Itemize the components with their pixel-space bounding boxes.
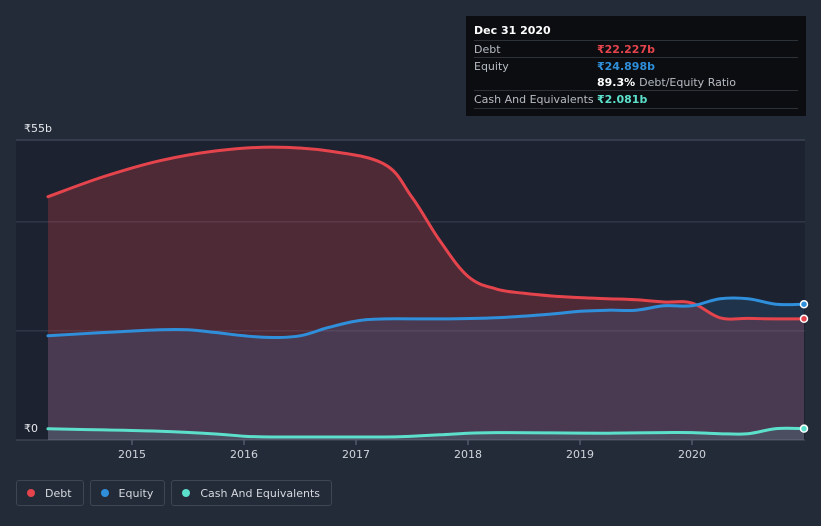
debt-endpoint — [799, 314, 809, 324]
tooltip-panel: Dec 31 2020 Debt ₹22.227b Equity ₹24.898… — [466, 16, 806, 116]
equity-area — [48, 297, 804, 440]
y-max-label: ₹55b — [24, 122, 52, 135]
x-tick-label: 2020 — [678, 448, 706, 461]
cash-dot-icon — [182, 489, 191, 497]
legend-debt-label: Debt — [45, 486, 72, 500]
x-tick-label: 2017 — [342, 448, 370, 461]
legend-equity-label: Equity — [118, 486, 154, 500]
legend-equity[interactable]: Equity — [89, 480, 166, 506]
tooltip-ratio-value: 89.3% — [597, 75, 636, 89]
equity-line — [46, 296, 806, 340]
tooltip-equity-row: Equity ₹24.898b — [474, 57, 798, 74]
tooltip-equity-label: Equity — [474, 59, 509, 73]
series-endpoints — [799, 299, 809, 433]
tooltip-equity-value: ₹24.898b — [597, 59, 655, 73]
x-tick-label: 2015 — [118, 448, 146, 461]
plot-area — [16, 140, 805, 440]
debt-line — [46, 145, 806, 321]
legend-cash[interactable]: Cash And Equivalents — [171, 480, 332, 506]
tooltip-cash-row: Cash And Equivalents ₹2.081b — [474, 90, 798, 109]
cash-line — [46, 426, 806, 439]
x-tick-label: 2018 — [454, 448, 482, 461]
equity-dot-icon — [100, 489, 109, 497]
legend-debt[interactable]: Debt — [16, 480, 84, 506]
tooltip-ratio-label: Debt/Equity Ratio — [639, 75, 736, 89]
x-axis: 2015 2016 2017 2018 2019 2020 — [118, 440, 706, 461]
tooltip-cash-label: Cash And Equivalents — [474, 93, 594, 106]
tooltip-debt-row: Debt ₹22.227b — [474, 40, 798, 57]
series-areas — [48, 147, 804, 440]
equity-endpoint — [799, 299, 809, 309]
tooltip-cash-value: ₹2.081b — [597, 93, 648, 106]
tooltip-ratio-row: 89.3% Debt/Equity Ratio — [474, 74, 798, 90]
debt-area — [48, 147, 804, 440]
cash-endpoint — [799, 424, 809, 433]
tooltip-debt-value: ₹22.227b — [597, 42, 655, 56]
legend-cash-label: Cash And Equivalents — [200, 486, 320, 500]
legend: Debt Equity Cash And Equivalents — [16, 480, 332, 506]
y-min-label: ₹0 — [24, 422, 38, 435]
x-tick-label: 2016 — [230, 448, 258, 461]
tooltip-debt-label: Debt — [474, 42, 501, 56]
tooltip-date: Dec 31 2020 — [474, 24, 551, 37]
debt-dot-icon — [27, 489, 35, 497]
series-lines — [46, 145, 806, 439]
x-tick-label: 2019 — [566, 448, 594, 461]
